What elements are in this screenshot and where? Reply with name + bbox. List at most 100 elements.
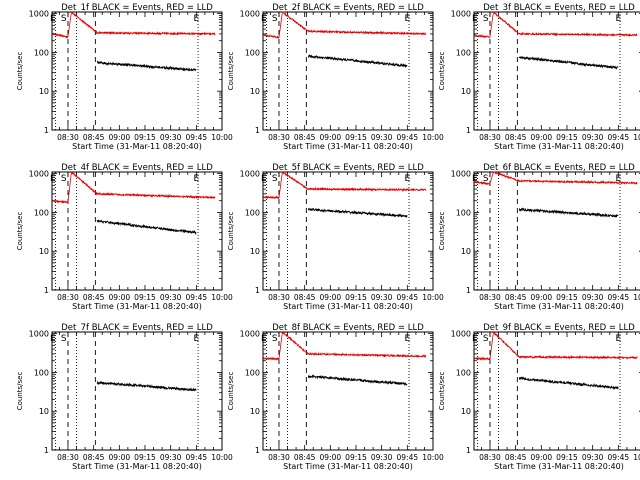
y-tick-label: 100 (34, 208, 49, 217)
plot-frame (473, 11, 640, 131)
y-tick-label: 10 (250, 87, 260, 96)
subplot-2: Det_2f BLACK = Events, RED = LLD 1 10 100 10… (227, 3, 444, 151)
x-tick-label: 08:30 (268, 133, 290, 142)
y-tick-label: 10 (39, 407, 49, 416)
x-tick-label: 10:00 (422, 293, 444, 302)
y-tick-label: 1 (466, 286, 471, 295)
x-tick-label: 09:45 (608, 453, 630, 462)
x-tick-label: 09:30 (160, 293, 182, 302)
subplot-title: Det_1f BLACK = Events, RED = LLD (61, 3, 213, 13)
x-tick-label: 09:00 (320, 133, 342, 142)
x-tick-label: 08:30 (57, 293, 79, 302)
x-tick-label: 09:45 (397, 453, 419, 462)
subplot-5: Det_5f BLACK = Events, RED = LLD 1 10 100 10… (227, 163, 444, 311)
y-tick-label: 10 (461, 407, 471, 416)
x-tick-label: 09:30 (160, 133, 182, 142)
plot-frame (262, 11, 434, 131)
x-tick-label: 09:15 (134, 453, 156, 462)
y-tick-label: 1 (255, 446, 260, 455)
x-tick-label: 09:00 (109, 293, 131, 302)
x-tick-label: 09:30 (371, 453, 393, 462)
x-axis-label: Start Time (31-Mar-11 08:20:40) (72, 302, 202, 311)
y-tick-label: 1000 (29, 170, 49, 179)
series-line-b (96, 60, 197, 72)
marker-label: E (50, 174, 56, 184)
marker-label: S (483, 14, 489, 24)
x-tick-label: 09:15 (345, 453, 367, 462)
series-line-a (52, 11, 216, 39)
subplot-title: Det_2f BLACK = Events, RED = LLD (272, 3, 424, 13)
marker-label: S (61, 14, 67, 24)
series-line-a (474, 11, 638, 39)
series-line-b (518, 207, 619, 218)
subplot-6: Det_6f BLACK = Events, RED = LLD 1 10 100 10… (438, 163, 640, 311)
x-tick-label: 09:30 (160, 453, 182, 462)
x-axis-label: Start Time (31-Mar-11 08:20:40) (283, 302, 413, 311)
marker-label: E (615, 174, 621, 184)
y-tick-label: 1 (44, 126, 49, 135)
x-axis-label: Start Time (31-Mar-11 08:20:40) (494, 462, 624, 471)
y-tick-label: 1000 (451, 170, 471, 179)
marker-label: E (261, 174, 267, 184)
y-tick-label: 100 (245, 368, 260, 377)
x-tick-label: 09:00 (531, 133, 553, 142)
y-axis-label: Counts/sec (16, 212, 24, 251)
x-tick-label: 10:00 (211, 453, 233, 462)
plot-frame (51, 171, 223, 291)
marker-label: E (50, 334, 56, 344)
y-tick-label: 10 (250, 247, 260, 256)
x-tick-label: 09:45 (397, 293, 419, 302)
subplot-title: Det_6f BLACK = Events, RED = LLD (483, 163, 635, 173)
x-tick-label: 09:15 (556, 133, 578, 142)
subplot-title: Det_4f BLACK = Events, RED = LLD (61, 163, 213, 173)
subplot-title: Det_3f BLACK = Events, RED = LLD (483, 3, 635, 13)
x-tick-label: 09:30 (582, 453, 604, 462)
x-axis-label: Start Time (31-Mar-11 08:20:40) (494, 302, 624, 311)
y-tick-label: 1000 (240, 10, 260, 19)
y-tick-label: 100 (245, 48, 260, 57)
subplot-3: Det_3f BLACK = Events, RED = LLD 1 10 100 10… (438, 3, 640, 151)
y-tick-label: 1000 (240, 330, 260, 339)
y-tick-label: 1000 (451, 330, 471, 339)
marker-label: S (272, 14, 278, 24)
y-axis-label: Counts/sec (227, 212, 235, 251)
x-tick-label: 08:30 (57, 133, 79, 142)
marker-label: E (50, 14, 56, 24)
x-tick-label: 08:45 (505, 453, 527, 462)
y-tick-label: 1000 (29, 10, 49, 19)
x-tick-label: 08:30 (268, 293, 290, 302)
y-tick-label: 10 (461, 247, 471, 256)
subplot-title: Det_9f BLACK = Events, RED = LLD (483, 323, 635, 333)
subplot-1: Det_1f BLACK = Events, RED = LLD 1 10 100 10… (16, 3, 233, 151)
marker-label: E (404, 14, 410, 24)
x-tick-label: 09:15 (345, 293, 367, 302)
y-axis-label: Counts/sec (438, 52, 446, 91)
x-tick-label: 09:15 (556, 293, 578, 302)
y-tick-label: 1 (255, 286, 260, 295)
y-axis-label: Counts/sec (227, 372, 235, 411)
series-line-a (474, 171, 638, 186)
y-tick-label: 10 (39, 247, 49, 256)
x-tick-label: 09:00 (109, 133, 131, 142)
x-tick-label: 10:00 (633, 133, 640, 142)
y-tick-label: 10 (39, 87, 49, 96)
marker-label: E (472, 14, 478, 24)
x-tick-label: 08:45 (505, 133, 527, 142)
subplot-9: Det_9f BLACK = Events, RED = LLD 1 10 100 10… (438, 323, 640, 471)
x-tick-label: 09:45 (608, 133, 630, 142)
x-tick-label: 09:15 (134, 293, 156, 302)
series-line-a (96, 380, 197, 392)
marker-label: S (483, 174, 489, 184)
y-axis-label: Counts/sec (16, 52, 24, 91)
y-tick-label: 100 (34, 368, 49, 377)
x-axis-label: Start Time (31-Mar-11 08:20:40) (283, 142, 413, 151)
x-tick-label: 10:00 (211, 133, 233, 142)
x-axis-label: Start Time (31-Mar-11 08:20:40) (494, 142, 624, 151)
x-tick-label: 08:30 (479, 293, 501, 302)
plot-frame (262, 171, 434, 291)
x-tick-label: 10:00 (211, 293, 233, 302)
x-tick-label: 08:45 (294, 453, 316, 462)
y-tick-label: 100 (34, 48, 49, 57)
y-tick-label: 100 (245, 208, 260, 217)
y-tick-label: 100 (456, 208, 471, 217)
